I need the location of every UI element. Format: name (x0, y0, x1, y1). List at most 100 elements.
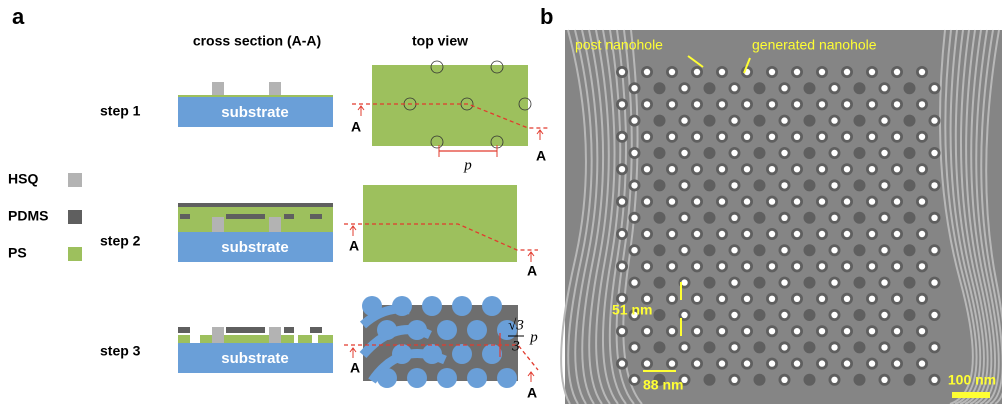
section-mark: A (351, 119, 361, 135)
hole-ring (904, 82, 916, 94)
hole (422, 344, 442, 364)
hole-ring (804, 341, 816, 353)
nanohole (644, 166, 650, 172)
hole-ring (754, 115, 766, 127)
hole-ring (804, 212, 816, 224)
step-label: step 1 (100, 103, 141, 119)
hole-ring (854, 341, 866, 353)
nanohole (669, 166, 675, 172)
legend-swatch (68, 247, 82, 261)
hole-ring (704, 244, 716, 256)
nanohole (719, 231, 725, 237)
hole-ring (904, 374, 916, 386)
nanohole (819, 134, 825, 140)
nanohole (619, 101, 625, 107)
nanohole (781, 312, 787, 318)
hole (377, 368, 397, 388)
hole-ring (854, 309, 866, 321)
hole (467, 368, 487, 388)
nanohole (844, 166, 850, 172)
hole-ring (804, 147, 816, 159)
dimension: 51 nm (612, 302, 652, 318)
spacing-den: 3 (511, 338, 520, 354)
hole (407, 368, 427, 388)
ps-layer (178, 207, 333, 232)
hole-ring (804, 115, 816, 127)
nanohole (881, 182, 887, 188)
hole-ring (854, 277, 866, 289)
nanohole (844, 360, 850, 366)
nanohole (894, 231, 900, 237)
hole-ring (804, 82, 816, 94)
nanohole (919, 166, 925, 172)
nanohole (669, 263, 675, 269)
nanohole (894, 166, 900, 172)
nanohole (794, 263, 800, 269)
hole-ring (804, 309, 816, 321)
nanohole (881, 85, 887, 91)
nanohole (681, 182, 687, 188)
nanohole (931, 182, 937, 188)
nanohole (731, 344, 737, 350)
nanohole (831, 312, 837, 318)
nanohole (681, 247, 687, 253)
top-view-ps (372, 65, 528, 146)
nanohole (644, 134, 650, 140)
hsq-post (212, 217, 224, 232)
nanohole (881, 377, 887, 383)
nanohole (619, 231, 625, 237)
nanohole (681, 312, 687, 318)
nanohole (844, 296, 850, 302)
nanohole (744, 166, 750, 172)
nanohole (719, 101, 725, 107)
nanohole (794, 69, 800, 75)
nanohole (669, 69, 675, 75)
nanohole (844, 134, 850, 140)
spacing-num: √3 (508, 317, 524, 333)
nanohole (919, 328, 925, 334)
nanohole (844, 263, 850, 269)
hole-ring (754, 147, 766, 159)
nanohole (769, 198, 775, 204)
nanohole (631, 182, 637, 188)
nanohole (631, 279, 637, 285)
pdms-layer (178, 203, 333, 207)
nanohole (744, 134, 750, 140)
hole (422, 296, 442, 316)
hole-ring (754, 179, 766, 191)
hole-ring (704, 115, 716, 127)
nanohole (794, 198, 800, 204)
nanohole (719, 134, 725, 140)
nanohole (844, 69, 850, 75)
nanohole (669, 360, 675, 366)
nanohole (631, 344, 637, 350)
nanohole (794, 101, 800, 107)
hole-ring (654, 341, 666, 353)
nanohole (769, 101, 775, 107)
nanohole (819, 166, 825, 172)
column-header: cross section (A-A) (193, 33, 321, 49)
nanohole (731, 182, 737, 188)
ps-segment (318, 335, 333, 343)
nanohole (644, 231, 650, 237)
nanohole (744, 101, 750, 107)
nanohole (631, 247, 637, 253)
nanohole (931, 150, 937, 156)
hole-ring (654, 82, 666, 94)
hole (482, 296, 502, 316)
nanohole (769, 134, 775, 140)
hole-ring (704, 341, 716, 353)
pdms-bar (178, 327, 190, 333)
hole (437, 320, 457, 340)
dimension: 88 nm (643, 377, 683, 393)
nanohole (894, 101, 900, 107)
nanohole (931, 312, 937, 318)
nanohole (769, 263, 775, 269)
hsq-post (212, 327, 224, 343)
nanohole (931, 344, 937, 350)
nanohole (694, 231, 700, 237)
nanohole (919, 101, 925, 107)
nanohole (831, 247, 837, 253)
nanohole (894, 263, 900, 269)
hole (377, 320, 397, 340)
